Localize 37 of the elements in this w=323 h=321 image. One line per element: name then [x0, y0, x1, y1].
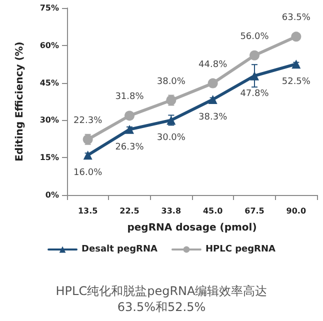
data-label: 63.5% [282, 13, 311, 24]
x-tick-label: 90.0 [286, 206, 306, 216]
y-tick-label: 75% [40, 4, 59, 12]
point [292, 60, 301, 69]
data-label: 44.8% [198, 60, 228, 70]
point [125, 124, 134, 134]
data-label: 38.3% [198, 112, 228, 123]
x-tick-label: 13.5 [78, 206, 98, 216]
data-label: 52.5% [282, 77, 311, 88]
x-tick-label: 45.0 [202, 206, 224, 216]
x-axis-title: pegRNA dosage (pmol) [127, 222, 257, 234]
y-tick-label: 60% [40, 40, 59, 50]
data-label: 22.3% [74, 116, 103, 126]
data-label: 30.0% [156, 133, 186, 144]
y-axis-title: Editing Efficiency (%) [14, 42, 26, 162]
data-label: 31.8% [115, 92, 144, 102]
point [250, 50, 260, 60]
data-label: 26.3% [115, 142, 144, 152]
point [208, 78, 218, 88]
x-tick-label: 67.5 [244, 206, 265, 216]
data-label: 47.8% [240, 88, 270, 99]
point [291, 32, 302, 42]
legend-label: HPLC pegRNA [205, 244, 276, 254]
point [83, 150, 92, 160]
legend-label: Desalt pegRNA [82, 244, 158, 254]
data-label: 56.0% [240, 32, 270, 42]
y-tick-label: 0% [45, 190, 59, 200]
point [124, 110, 134, 121]
y-tick-label: 15% [40, 153, 59, 162]
y-tick-label: 45% [40, 78, 59, 88]
x-tick-label: 22.5 [120, 206, 140, 216]
text: HPLC纯化和脱盐pegRNA编辑效率高达 63.5%和52.5% [56, 284, 268, 314]
point [208, 95, 218, 104]
data-label: 38.0% [156, 76, 186, 87]
y-tick-label: 30% [40, 116, 59, 125]
data-label: 16.0% [74, 168, 103, 178]
x-tick-label: 33.8 [161, 206, 182, 216]
